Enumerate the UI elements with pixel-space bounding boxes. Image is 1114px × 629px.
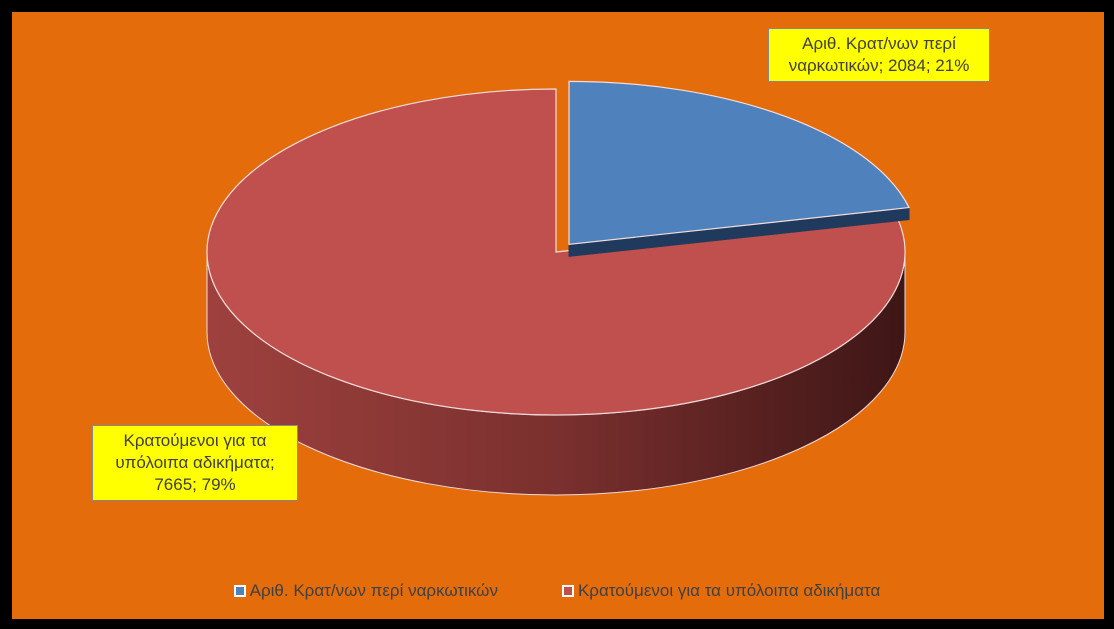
legend-item: Κρατούμενοι για τα υπόλοιπα αδικήματα	[561, 581, 881, 601]
legend-item: Αριθ. Κρατ/νων περί ναρκωτικών	[233, 581, 498, 601]
legend-label: Αριθ. Κρατ/νων περί ναρκωτικών	[249, 581, 498, 600]
legend-swatch	[233, 585, 246, 597]
legend-swatch	[561, 585, 574, 597]
data-label: Κρατούμενοι για τα υπόλοιπα αδικήματα; 7…	[92, 425, 298, 501]
legend: Αριθ. Κρατ/νων περί ναρκωτικών Κρατούμενο…	[0, 581, 1114, 601]
slice	[568, 80, 910, 246]
data-label: Αριθ. Κρατ/νων περί ναρκωτικών; 2084; 21…	[768, 28, 990, 82]
slice	[206, 88, 906, 416]
legend-label: Κρατούμενοι για τα υπόλοιπα αδικήματα	[577, 581, 881, 600]
